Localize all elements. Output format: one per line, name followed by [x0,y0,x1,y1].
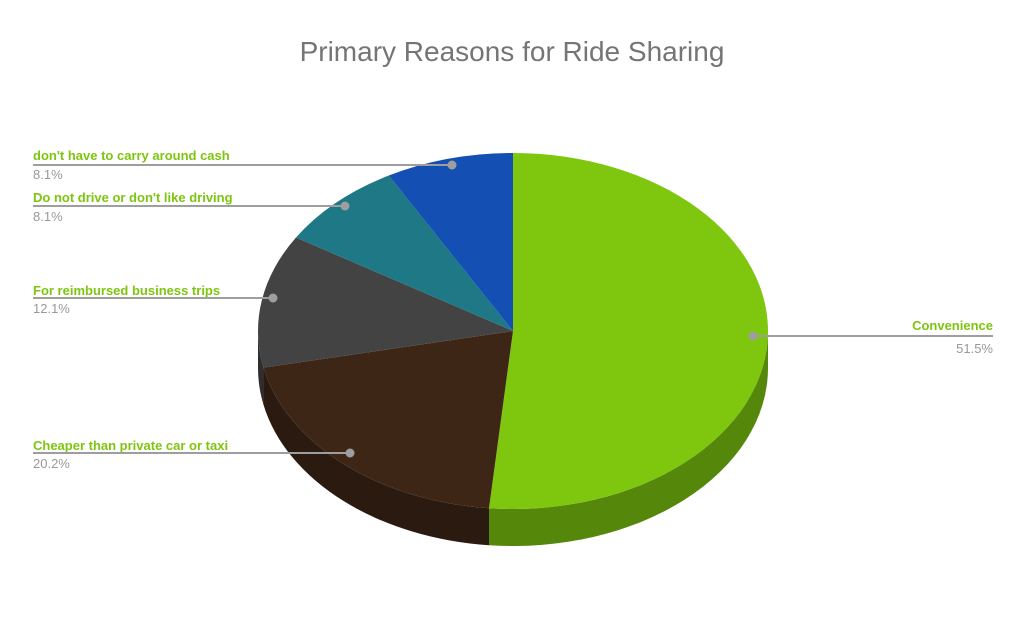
slice-percent-3: 8.1% [33,209,63,224]
slice-label-4: don't have to carry around cash [33,148,230,163]
pie-slice-4[interactable] [388,153,513,331]
pie-slice-side-2 [258,331,264,405]
slice-label-2: For reimbursed business trips [33,283,220,298]
slice-label-3: Do not drive or don't like driving [33,190,233,205]
pie-slice-side-0 [489,331,768,547]
leader-dot-3 [340,201,350,211]
slice-percent-2: 12.1% [33,301,70,316]
pie-slice-0[interactable] [489,153,768,509]
leader-dot-0 [748,331,758,341]
leader-dot-1 [345,448,355,458]
pie-slice-3[interactable] [296,175,513,331]
chart-title: Primary Reasons for Ride Sharing [299,36,725,67]
slice-label-1: Cheaper than private car or taxi [33,438,228,453]
slice-percent-0: 51.5% [956,341,993,356]
slice-percent-4: 8.1% [33,167,63,182]
pie-slice-side-1 [263,367,489,546]
leader-dot-2 [268,293,278,303]
slice-percent-1: 20.2% [33,456,70,471]
pie-slice-2[interactable] [258,237,513,368]
pie-slice-1[interactable] [263,331,513,509]
slice-label-0: Convenience [912,318,993,333]
leader-dot-4 [447,160,457,170]
